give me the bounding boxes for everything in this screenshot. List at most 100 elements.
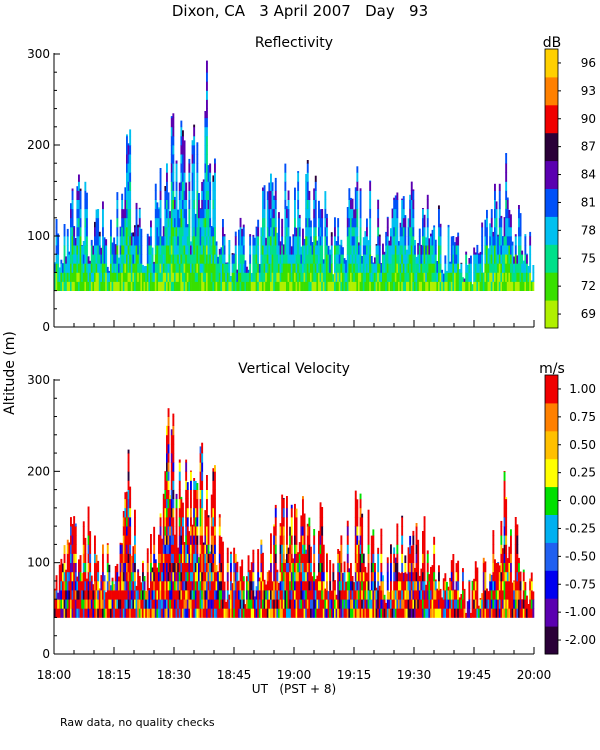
heatmap-cell xyxy=(68,544,71,554)
heatmap-cell xyxy=(212,471,215,481)
heatmap-cell xyxy=(68,599,71,609)
heatmap-cell xyxy=(94,254,96,264)
heatmap-cell xyxy=(126,526,128,536)
heatmap-cell xyxy=(433,236,436,246)
heatmap-cell xyxy=(350,226,352,237)
heatmap-cell xyxy=(450,580,453,591)
heatmap-cell xyxy=(422,531,424,536)
heatmap-cell xyxy=(95,245,98,255)
heatmap-cell xyxy=(130,263,133,273)
heatmap-cell xyxy=(138,590,141,600)
heatmap-cell xyxy=(452,608,455,618)
heatmap-cell xyxy=(142,562,144,573)
heatmap-cell xyxy=(295,571,298,582)
heatmap-cell xyxy=(370,580,373,591)
x-tick-label: 19:45 xyxy=(457,668,492,682)
heatmap-cell xyxy=(414,240,416,246)
heatmap-cell xyxy=(532,281,535,291)
heatmap-cell xyxy=(119,599,122,609)
heatmap-cell xyxy=(209,163,212,173)
heatmap-cell xyxy=(183,599,186,609)
heatmap-cell xyxy=(95,281,98,291)
heatmap-cell xyxy=(63,245,66,255)
heatmap-cell xyxy=(298,599,301,609)
heatmap-cell xyxy=(186,580,189,591)
heatmap-cell xyxy=(470,272,472,282)
heatmap-cell xyxy=(103,245,106,255)
heatmap-cell xyxy=(257,236,260,246)
colorbar-label: 78 xyxy=(581,223,596,237)
heatmap-cell xyxy=(356,571,359,582)
heatmap-cell xyxy=(172,580,175,591)
heatmap-cell xyxy=(190,507,192,518)
heatmap-cell xyxy=(390,281,392,291)
heatmap-cell xyxy=(242,576,245,582)
heatmap-cell xyxy=(409,580,412,591)
heatmap-cell xyxy=(86,192,88,200)
heatmap-cell xyxy=(202,245,205,255)
heatmap-cell xyxy=(354,599,357,609)
heatmap-cell xyxy=(108,281,111,291)
heatmap-cell xyxy=(230,553,232,563)
heatmap-cell xyxy=(54,599,56,609)
heatmap-cell xyxy=(495,599,498,609)
heatmap-cell xyxy=(516,281,519,291)
heatmap-cell xyxy=(482,608,485,618)
heatmap-cell xyxy=(151,580,154,591)
heatmap-cell xyxy=(262,608,264,618)
heatmap-cell xyxy=(479,598,482,600)
heatmap-cell xyxy=(169,562,172,573)
heatmap-cell xyxy=(254,245,256,255)
heatmap-cell xyxy=(82,580,85,591)
heatmap-cell xyxy=(220,580,223,591)
heatmap-cell xyxy=(146,571,149,582)
heatmap-cell xyxy=(234,571,237,582)
heatmap-cell xyxy=(290,608,293,618)
heatmap-cell xyxy=(361,256,364,264)
heatmap-cell xyxy=(180,226,183,237)
heatmap-cell xyxy=(478,263,480,273)
heatmap-cell xyxy=(334,590,336,600)
heatmap-cell xyxy=(129,590,132,600)
heatmap-cell xyxy=(78,226,80,237)
heatmap-cell xyxy=(281,281,284,291)
heatmap-cell xyxy=(126,199,128,210)
heatmap-cell xyxy=(514,281,517,291)
heatmap-cell xyxy=(193,480,196,490)
heatmap-cell xyxy=(193,254,196,264)
heatmap-cell xyxy=(114,608,117,618)
heatmap-cell xyxy=(270,263,272,273)
heatmap-cell xyxy=(162,263,165,273)
heatmap-cell xyxy=(295,526,298,536)
heatmap-cell xyxy=(150,535,152,545)
heatmap-cell xyxy=(426,208,429,219)
heatmap-cell xyxy=(129,154,132,164)
heatmap-cell xyxy=(164,544,167,554)
heatmap-cell xyxy=(306,236,309,246)
heatmap-cell xyxy=(417,254,420,264)
heatmap-cell xyxy=(358,571,360,582)
heatmap-cell xyxy=(97,245,100,255)
heatmap-cell xyxy=(530,572,533,582)
heatmap-cell xyxy=(454,281,456,291)
heatmap-cell xyxy=(508,217,511,228)
heatmap-cell xyxy=(418,254,421,264)
heatmap-cell xyxy=(143,281,146,291)
heatmap-cell xyxy=(489,590,492,600)
heatmap-cell xyxy=(186,571,189,582)
heatmap-cell xyxy=(266,580,269,591)
heatmap-cell xyxy=(306,523,309,527)
heatmap-cell xyxy=(310,590,312,600)
heatmap-cell xyxy=(196,154,199,164)
heatmap-cell xyxy=(393,580,396,591)
heatmap-cell xyxy=(327,245,330,255)
heatmap-cell xyxy=(354,190,357,200)
heatmap-cell xyxy=(281,272,284,282)
heatmap-cell xyxy=(273,599,276,609)
heatmap-cell xyxy=(172,517,175,527)
heatmap-cell xyxy=(359,608,362,618)
heatmap-cell xyxy=(183,571,186,582)
heatmap-cell xyxy=(356,166,359,173)
heatmap-cell xyxy=(374,563,376,573)
heatmap-cell xyxy=(500,272,503,282)
